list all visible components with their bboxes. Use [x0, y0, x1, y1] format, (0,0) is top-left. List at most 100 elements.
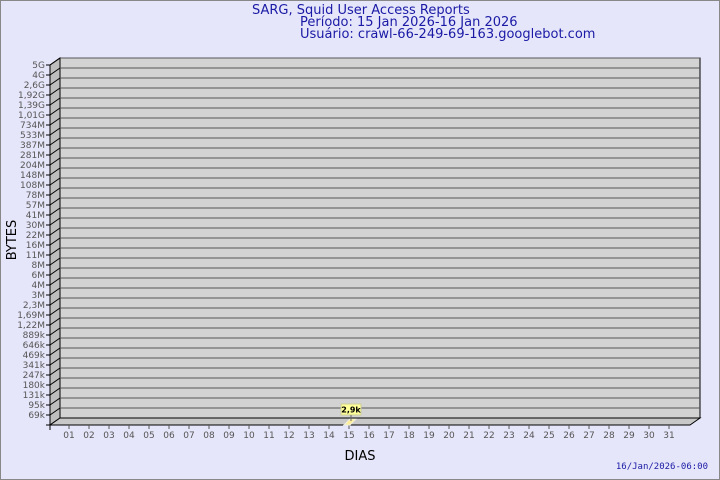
x-tick-label: 15: [343, 431, 354, 441]
gridline-side: [49, 147, 61, 156]
gridline-side: [49, 287, 61, 296]
x-tick-label: 03: [103, 431, 114, 441]
y-tick-label: 533M: [20, 131, 45, 141]
y-tick-label: 247k: [23, 371, 46, 381]
y-tick-label: 281M: [20, 151, 45, 161]
x-tick-label: 11: [263, 431, 274, 441]
x-tick-label: 05: [143, 431, 154, 441]
x-tick-label: 04: [123, 431, 135, 441]
gridline-side: [49, 377, 61, 386]
y-tick-label: 22M: [26, 231, 45, 241]
y-tick-label: 1,39G: [18, 101, 45, 111]
gridline-side: [49, 297, 61, 306]
x-tick-label: 14: [323, 431, 335, 441]
bar-day-15: [342, 418, 358, 426]
gridline-side: [49, 227, 61, 236]
y-tick-label: 1,01G: [18, 111, 45, 121]
y-tick-label: 469k: [23, 351, 46, 361]
x-tick-label: 22: [483, 431, 494, 441]
gridline-side: [49, 217, 61, 226]
y-tick-label: 57M: [26, 201, 45, 211]
x-tick-label: 29: [623, 431, 635, 441]
gridline-side: [49, 357, 61, 366]
x-tick-label: 27: [583, 431, 594, 441]
x-tick-label: 31: [663, 431, 674, 441]
gridline-side: [49, 407, 61, 416]
x-tick-label: 02: [83, 431, 94, 441]
y-tick-label: 5G: [32, 61, 45, 71]
y-axis-label: BYTES: [5, 220, 20, 261]
data-label: 2,9k: [341, 406, 361, 415]
y-tick-label: 1,69M: [17, 311, 45, 321]
gridline-side: [49, 67, 61, 76]
gridline-side: [49, 347, 61, 356]
gridline-side: [49, 397, 61, 406]
y-tick-label: 4G: [32, 71, 45, 81]
x-tick-label: 20: [443, 431, 455, 441]
y-tick-label: 1,22M: [17, 321, 45, 331]
y-tick-label: 4M: [32, 281, 46, 291]
y-tick-label: 8M: [32, 261, 46, 271]
floor: [48, 417, 702, 426]
x-tick-label: 13: [303, 431, 314, 441]
x-tick-label: 18: [403, 431, 415, 441]
timestamp: 16/Jan/2026-06:00: [615, 462, 708, 472]
gridline-side: [49, 87, 61, 96]
y-tick-label: 95k: [28, 401, 45, 411]
y-tick-label: 78M: [26, 191, 45, 201]
y-tick-label: 108M: [20, 181, 45, 191]
chart-title: SARG, Squid User Access Reports: [252, 3, 470, 18]
gridline-side: [49, 207, 61, 216]
y-tick-label: 148M: [20, 171, 45, 181]
y-tick-label: 889k: [23, 331, 46, 341]
gridline-side: [49, 187, 61, 196]
gridline-side: [49, 327, 61, 336]
x-tick-label: 25: [543, 431, 554, 441]
gridline-side: [49, 317, 61, 326]
y-tick-label: 2,6G: [24, 81, 45, 91]
x-tick-label: 21: [463, 431, 474, 441]
y-tick-label: 41M: [26, 211, 45, 221]
x-tick-label: 01: [63, 431, 74, 441]
gridline-side: [49, 257, 61, 266]
gridline-side: [49, 177, 61, 186]
gridline-side: [49, 247, 61, 256]
gridline-side: [49, 387, 61, 396]
gridline-side: [49, 57, 61, 66]
y-tick-label: 30M: [26, 221, 45, 231]
x-tick-label: 10: [243, 431, 255, 441]
x-tick-label: 16: [363, 431, 375, 441]
user-text: Usuário: crawl-66-249-69-163.googlebot.c…: [300, 27, 596, 42]
x-tick-label: 12: [283, 431, 294, 441]
x-axis-label: DIAS: [345, 449, 376, 464]
x-tick-label: 17: [383, 431, 394, 441]
gridline-side: [49, 267, 61, 276]
y-tick-label: 387M: [20, 141, 45, 151]
gridline-side: [49, 77, 61, 86]
y-tick-label: 11M: [26, 251, 45, 261]
x-tick-label: 30: [643, 431, 655, 441]
y-tick-label: 204M: [20, 161, 45, 171]
x-tick-label: 19: [423, 431, 435, 441]
y-tick-label: 131k: [23, 391, 46, 401]
x-tick-label: 28: [603, 431, 615, 441]
gridline-side: [49, 127, 61, 136]
x-tick-label: 24: [523, 431, 535, 441]
gridline-side: [49, 137, 61, 146]
y-tick-label: 6M: [32, 271, 46, 281]
gridline-side: [49, 367, 61, 376]
y-tick-label: 2,3M: [23, 301, 45, 311]
y-tick-label: 734M: [20, 121, 45, 131]
x-tick-label: 06: [163, 431, 175, 441]
y-tick-label: 1,92G: [18, 91, 45, 101]
x-tick-label: 07: [183, 431, 194, 441]
y-tick-label: 341k: [23, 361, 46, 371]
y-tick-label: 646k: [23, 341, 46, 351]
gridline-side: [49, 97, 61, 106]
x-tick-label: 09: [223, 431, 235, 441]
gridline-side: [49, 277, 61, 286]
y-tick-label: 69k: [28, 411, 45, 421]
x-tick-label: 08: [203, 431, 215, 441]
period-text: Período: 15 Jan 2026-16 Jan 2026: [300, 15, 518, 30]
